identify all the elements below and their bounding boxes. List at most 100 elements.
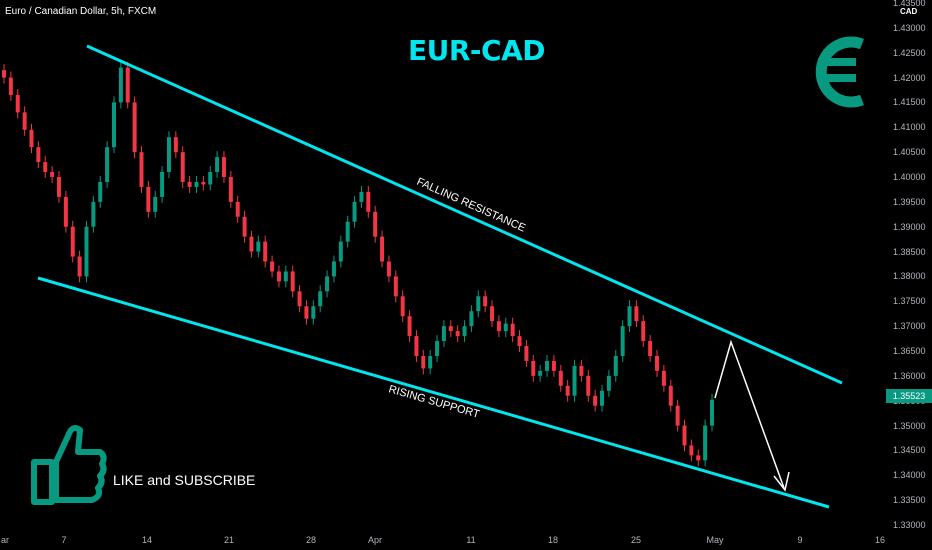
candle-body xyxy=(36,147,41,163)
projection-arrowhead xyxy=(773,471,790,492)
y-tick-label: 1.42500 xyxy=(893,47,926,58)
x-tick-label: 7 xyxy=(61,535,67,545)
falling-resistance-label: FALLING RESISTANCE xyxy=(415,176,527,235)
candle-body xyxy=(490,306,495,322)
candle-body xyxy=(256,241,261,252)
candle-body xyxy=(627,306,632,327)
candle-body xyxy=(111,102,116,148)
candle-body xyxy=(689,445,694,456)
candle-body xyxy=(696,455,701,461)
candle-body xyxy=(70,226,75,257)
thumbs-up-cuff xyxy=(31,459,55,505)
falling-resistance-line xyxy=(86,44,843,385)
candle-body xyxy=(476,296,481,312)
candle-body xyxy=(510,323,515,337)
candle-body xyxy=(572,365,577,396)
euro-icon-bar-top xyxy=(818,58,856,66)
candle-body xyxy=(242,216,247,237)
projection-group xyxy=(714,339,790,492)
candle-body xyxy=(338,241,343,262)
candle-body xyxy=(359,191,364,202)
candle-body xyxy=(263,241,268,262)
candle-body xyxy=(208,172,213,185)
candle-body xyxy=(655,355,660,371)
y-tick-label: 1.41000 xyxy=(893,122,926,133)
candle-body xyxy=(331,261,336,277)
candle-body xyxy=(270,261,275,272)
candle-body xyxy=(558,370,563,386)
candle-body xyxy=(345,221,350,242)
currency-label: CAD xyxy=(900,7,918,16)
candle-body xyxy=(29,129,34,148)
candle-body xyxy=(483,296,488,307)
candle-body xyxy=(304,306,309,319)
candle-body xyxy=(421,355,426,369)
icons-group xyxy=(31,36,864,505)
candle-body xyxy=(235,201,240,217)
candle-body xyxy=(441,326,446,342)
symbol-label: Euro / Canadian Dollar, 5h, FXCM xyxy=(5,6,157,17)
candle-body xyxy=(634,306,639,322)
candle-body xyxy=(297,291,302,307)
candle-body xyxy=(132,102,137,153)
projection-path xyxy=(714,339,785,489)
y-tick-label: 1.33500 xyxy=(893,495,926,506)
candle-body xyxy=(668,385,673,406)
candle-body xyxy=(586,375,591,396)
candle-body xyxy=(661,370,666,386)
thumbs-up-hand xyxy=(53,425,107,503)
candle-body xyxy=(682,425,687,446)
rising-support-line xyxy=(37,276,830,509)
candle-body xyxy=(469,311,474,327)
euro-icon xyxy=(815,36,864,108)
candle-body xyxy=(228,177,233,202)
candle-body xyxy=(648,341,653,356)
candle-body xyxy=(139,152,144,187)
candle-body xyxy=(125,67,130,103)
candle-body xyxy=(496,321,501,332)
candle-body xyxy=(462,326,467,337)
candle-body xyxy=(56,177,61,197)
candle-body xyxy=(593,395,598,406)
candle-body xyxy=(524,346,529,361)
candle-body xyxy=(98,181,103,202)
y-tick-label: 1.40500 xyxy=(893,147,926,158)
candle-body xyxy=(455,331,460,337)
candle-body xyxy=(407,316,412,337)
candle-body xyxy=(160,172,165,197)
candle-body xyxy=(146,186,151,212)
candles-group xyxy=(2,61,714,467)
candle-body xyxy=(173,137,178,153)
y-tick-label: 1.39500 xyxy=(893,196,926,207)
y-tick-label: 1.36500 xyxy=(893,346,926,356)
candle-body xyxy=(15,94,20,113)
candle-body xyxy=(318,291,323,307)
candle-body xyxy=(538,370,543,376)
candle-body xyxy=(63,196,68,227)
last-price-badge: 1.35523 xyxy=(886,389,932,403)
candle-body xyxy=(276,271,281,282)
candle-body xyxy=(503,323,508,332)
candle-body xyxy=(620,326,625,356)
candle-body xyxy=(105,147,110,182)
x-tick-label: 9 xyxy=(797,535,803,545)
candle-body xyxy=(579,365,584,376)
candle-body xyxy=(311,306,316,319)
y-tick-label: 1.34000 xyxy=(893,470,926,481)
x-tick-label: 14 xyxy=(141,535,153,545)
y-tick-label: 1.38500 xyxy=(893,246,926,257)
thumbs-up-icon xyxy=(31,425,107,505)
x-tick-label: Apr xyxy=(367,535,383,545)
candle-body xyxy=(448,326,453,332)
candle-body xyxy=(565,385,570,396)
x-tick-label: 25 xyxy=(630,535,642,545)
candle-body xyxy=(380,236,385,262)
candle-body xyxy=(435,341,440,356)
euro-icon-bar-bottom xyxy=(818,74,856,82)
candle-body xyxy=(373,211,378,237)
x-tick-label: ar xyxy=(0,535,10,545)
candle-body xyxy=(221,157,226,177)
candle-body xyxy=(641,321,646,342)
